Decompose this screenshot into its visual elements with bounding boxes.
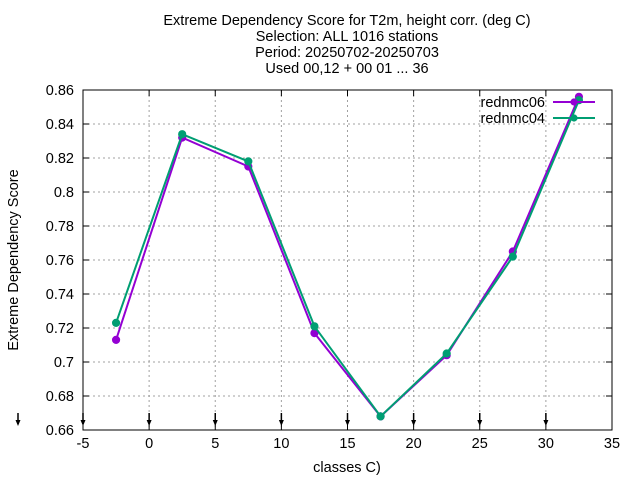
axes: -5 0 5 10 15 20 25 30 35 0.66 0.68 0.7 0.72 0.74 0.76 0…	[46, 83, 620, 452]
data-point	[111, 318, 121, 327]
y-tick-label: 0.68	[46, 389, 74, 405]
bottom-marker-head	[477, 420, 483, 426]
series-line	[115, 99, 580, 418]
title-line-1: Extreme Dependency Score for T2m, height…	[163, 13, 530, 29]
x-tick-label: 30	[538, 436, 554, 452]
legend-label: rednmc06	[481, 95, 545, 111]
bottom-marker-head	[411, 420, 417, 426]
title-line-2: Selection: ALL 1016 stations	[256, 29, 438, 45]
title-line-4: Used 00,12 + 00 01 ... 36	[265, 61, 428, 77]
legend-swatch-marker	[570, 114, 578, 122]
data-point	[244, 157, 253, 166]
y-tick-label: 0.66	[46, 423, 74, 439]
x-tick-label: -5	[77, 436, 90, 452]
y-tick-label: 0.86	[46, 83, 74, 99]
x-tick-label: 25	[472, 436, 488, 452]
bottom-marker-head	[212, 420, 218, 426]
x-tick-label: 20	[406, 436, 422, 452]
x-tick-label: 0	[145, 436, 153, 452]
y-tick-label: 0.78	[46, 219, 74, 235]
data-point	[508, 252, 517, 261]
x-tick-label: 15	[339, 436, 355, 452]
y-tick-label: 0.76	[46, 253, 74, 269]
legend-label: rednmc04	[481, 111, 545, 127]
data-point	[111, 335, 121, 344]
x-axis-label: classes C)	[313, 460, 381, 476]
x-tick-label: 10	[273, 436, 289, 452]
series-line	[115, 96, 580, 418]
series-rednmc04	[111, 96, 584, 421]
x-tick-label: 35	[604, 436, 620, 452]
legend-swatch-marker	[570, 98, 578, 106]
y-tick-label: 0.8	[54, 185, 74, 201]
data-point	[442, 349, 451, 358]
data-point	[178, 130, 187, 139]
y-tick-label: 0.82	[46, 151, 74, 167]
y-tick-label: 0.84	[46, 117, 74, 133]
bottom-marker-head	[278, 420, 284, 426]
bottom-marker-head	[15, 420, 21, 426]
data-point	[310, 322, 319, 331]
bottom-marker-head	[345, 420, 350, 426]
y-tick-label: 0.74	[46, 287, 74, 303]
y-axis-label: Extreme Dependency Score	[6, 169, 22, 350]
title-line-3: Period: 20250702-20250703	[255, 45, 439, 61]
series	[111, 92, 584, 421]
x-tick-label: 5	[211, 436, 219, 452]
bottom-markers	[15, 413, 549, 426]
bottom-marker-head	[543, 420, 549, 426]
y-tick-label: 0.7	[54, 355, 74, 371]
y-tick-label: 0.72	[46, 321, 74, 337]
chart-title: Extreme Dependency Score for T2m, height…	[163, 13, 530, 77]
grid	[83, 90, 612, 430]
data-point	[376, 412, 385, 421]
bottom-marker-head	[80, 420, 86, 426]
bottom-marker-head	[146, 420, 152, 426]
